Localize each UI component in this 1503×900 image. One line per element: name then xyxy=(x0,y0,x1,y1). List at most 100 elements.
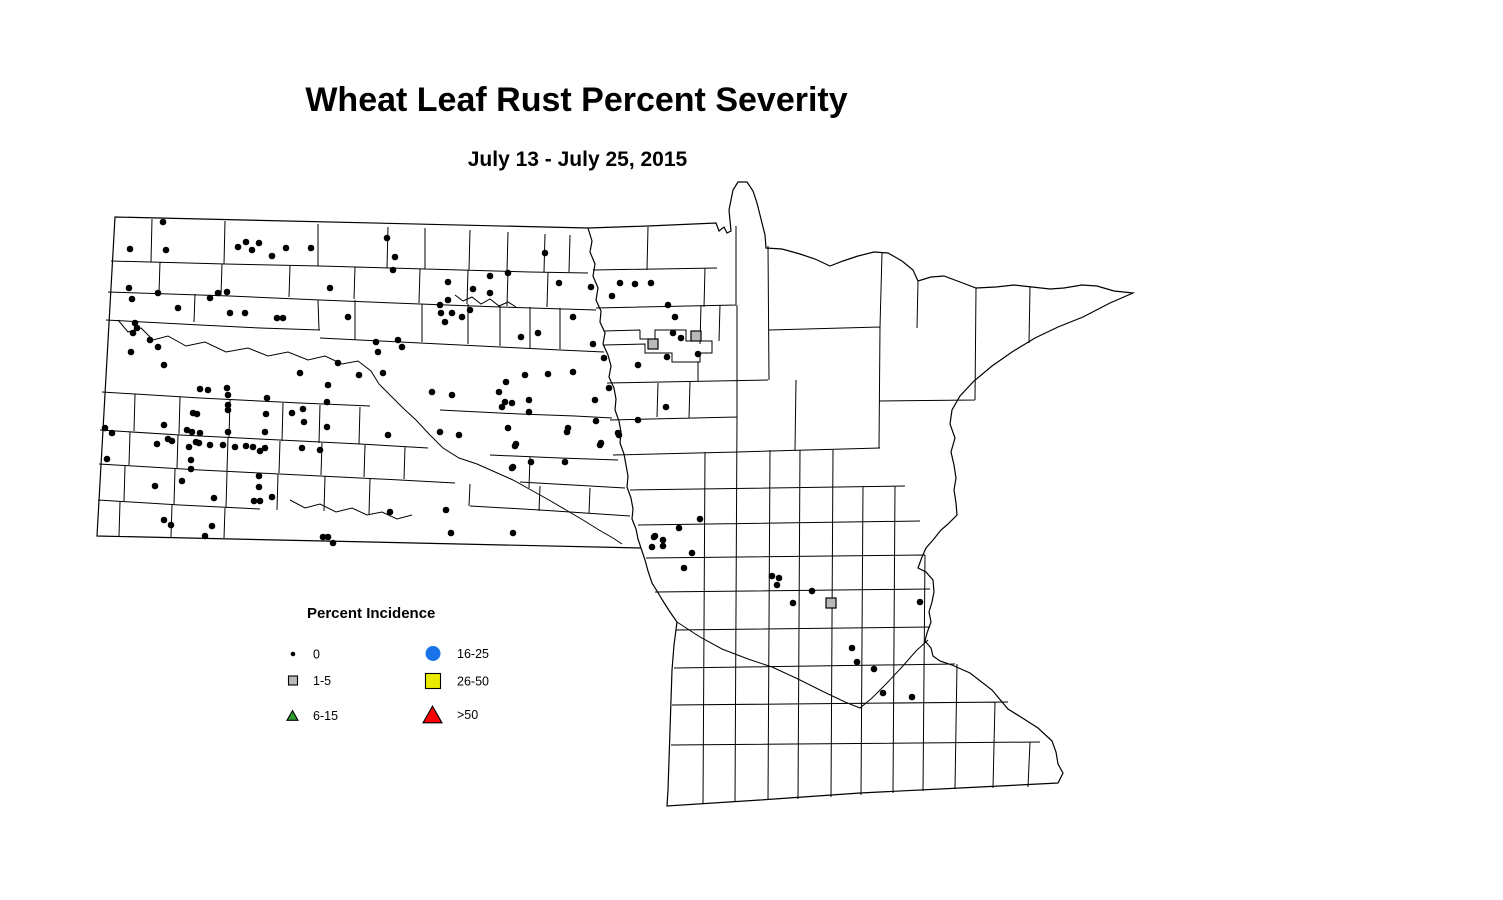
map-point-0 xyxy=(541,249,549,257)
map-point-0 xyxy=(879,689,887,697)
map-point-0 xyxy=(249,443,257,451)
map-point-0 xyxy=(504,424,512,432)
map-point-0 xyxy=(508,399,516,407)
map-point-0 xyxy=(391,253,399,261)
map-point-0 xyxy=(241,309,249,317)
map-point-0 xyxy=(589,340,597,348)
map-point-0 xyxy=(323,423,331,431)
map-point-0 xyxy=(569,368,577,376)
map-point-0 xyxy=(508,464,516,472)
figure-subtitle: July 13 - July 25, 2015 xyxy=(467,148,688,171)
map-point-0 xyxy=(108,429,116,437)
map-point-0 xyxy=(775,574,783,582)
map-point-0 xyxy=(448,391,456,399)
legend-item-label: 0 xyxy=(313,648,320,662)
map-point-0 xyxy=(226,309,234,317)
map-point-0 xyxy=(525,408,533,416)
map-point-0 xyxy=(167,521,175,529)
map-point-0 xyxy=(634,361,642,369)
map-point-0 xyxy=(256,447,264,455)
map-point-0 xyxy=(125,284,133,292)
map-point-0 xyxy=(316,446,324,454)
map-point-0 xyxy=(442,506,450,514)
map-point-0 xyxy=(193,410,201,418)
legend-item-label: 26-50 xyxy=(457,675,489,689)
map-point-0 xyxy=(441,318,449,326)
map-point-0 xyxy=(103,455,111,463)
map-point-0 xyxy=(374,348,382,356)
map-point-0 xyxy=(159,218,167,226)
map-point-0 xyxy=(384,431,392,439)
map-point-0 xyxy=(569,313,577,321)
map-point-0 xyxy=(178,477,186,485)
map-point-0 xyxy=(151,482,159,490)
map-point-1-5 xyxy=(690,330,702,342)
minnesota-county-lines xyxy=(593,226,1040,804)
map-point-0 xyxy=(255,472,263,480)
map-point-0 xyxy=(223,384,231,392)
map-point-0 xyxy=(428,388,436,396)
map-point-0 xyxy=(870,665,878,673)
map-point-0 xyxy=(444,296,452,304)
map-point-0 xyxy=(614,429,622,437)
map-point-0 xyxy=(466,306,474,314)
map-point-0 xyxy=(773,581,781,589)
map-point-0 xyxy=(131,319,139,327)
map-point-0 xyxy=(133,324,141,332)
map-point-0 xyxy=(127,348,135,356)
map-point-0 xyxy=(154,289,162,297)
map-point-0 xyxy=(129,329,137,337)
map-point-0 xyxy=(436,301,444,309)
minnesota-outline xyxy=(588,182,1133,806)
map-point-0 xyxy=(146,336,154,344)
map-point-0 xyxy=(242,442,250,450)
map-point-0 xyxy=(696,515,704,523)
map-point-0 xyxy=(326,284,334,292)
map-point-0 xyxy=(616,279,624,287)
map-point-0 xyxy=(101,424,109,432)
map-point-0 xyxy=(224,406,232,414)
map-point-0 xyxy=(448,309,456,317)
map-point-0 xyxy=(187,456,195,464)
map-point-0 xyxy=(160,516,168,524)
map-point-0 xyxy=(372,338,380,346)
legend-marker-6-15 xyxy=(286,709,299,721)
map-point-0 xyxy=(224,401,232,409)
map-point-0 xyxy=(662,403,670,411)
map-point-0 xyxy=(486,272,494,280)
map-point-0 xyxy=(669,329,677,337)
map-point-0 xyxy=(223,288,231,296)
map-point-0 xyxy=(242,238,250,246)
map-point-0 xyxy=(486,289,494,297)
map-point-0 xyxy=(677,334,685,342)
map-point-0 xyxy=(469,285,477,293)
map-point-0 xyxy=(299,405,307,413)
missouri-river-line xyxy=(118,320,622,544)
map-point-0 xyxy=(455,431,463,439)
map-point-0 xyxy=(509,529,517,537)
map-point-0 xyxy=(273,314,281,322)
map-point-0 xyxy=(394,336,402,344)
map-point-0 xyxy=(329,539,337,547)
map-point-0 xyxy=(663,353,671,361)
map-point-0 xyxy=(334,359,342,367)
map-point-0 xyxy=(591,396,599,404)
legend-item-label: 1-5 xyxy=(313,674,331,688)
map-point-0 xyxy=(261,428,269,436)
map-point-0 xyxy=(600,354,608,362)
map-point-0 xyxy=(298,444,306,452)
map-point-0 xyxy=(248,246,256,254)
legend-item-label: >50 xyxy=(457,708,478,722)
map-point-0 xyxy=(671,313,679,321)
map-point-0 xyxy=(296,369,304,377)
map-point-0 xyxy=(319,533,327,541)
map-point-0 xyxy=(527,458,535,466)
map-point-0 xyxy=(498,403,506,411)
map-point-0 xyxy=(195,439,203,447)
map-point-0 xyxy=(255,239,263,247)
map-point-0 xyxy=(279,314,287,322)
map-point-0 xyxy=(208,522,216,530)
map-point-0 xyxy=(262,410,270,418)
